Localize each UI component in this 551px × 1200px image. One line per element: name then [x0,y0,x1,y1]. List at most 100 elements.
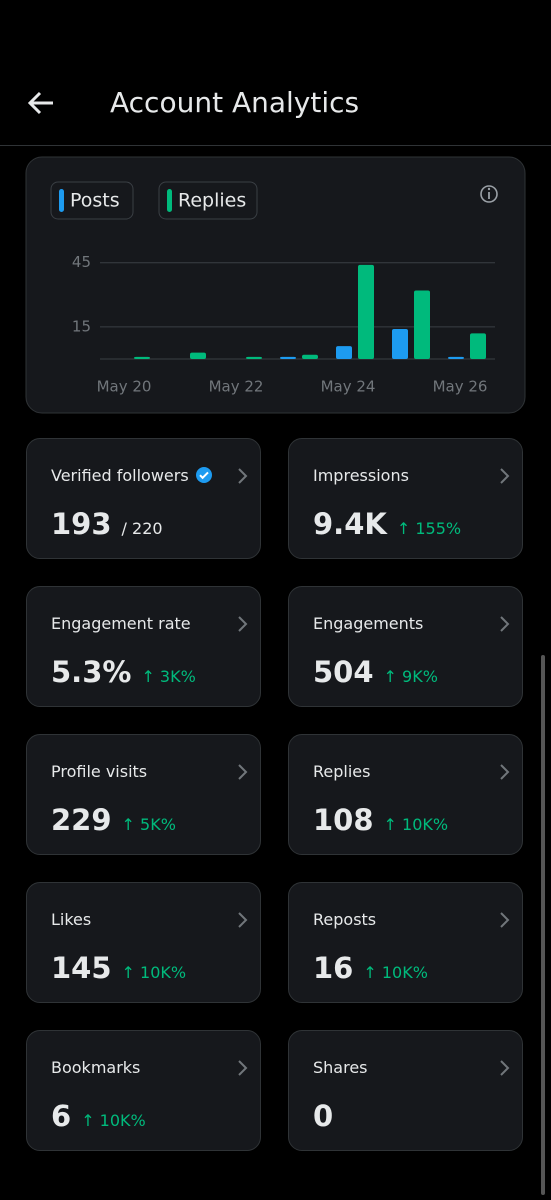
metric-change: ↑ 10K% [121,963,187,982]
bar [246,356,262,359]
metric-value-row: 145 ↑ 10K% [51,951,186,985]
legend-swatch [167,189,172,212]
metric-value-row: 229 ↑ 5K% [51,803,176,837]
metric-value-row: 193 / 220 [51,507,163,541]
y-tick-label: 45 [72,253,91,271]
metric-label-text: Bookmarks [51,1058,141,1077]
metric-change: ↑ 9K% [383,667,438,686]
metric-label-text: Likes [51,910,92,929]
metric-value: 504 [313,655,374,689]
metric-label: Verified followers [51,466,213,485]
bar [358,264,374,359]
bar [280,356,296,359]
metric-card[interactable]: Engagements 504 ↑ 9K% [288,586,523,707]
chevron [238,912,248,928]
chevron [500,616,510,632]
legend-chip [50,181,134,220]
metric-value-row: 504 ↑ 9K% [313,655,438,689]
bar [134,356,150,359]
metric-value-row: 9.4K ↑ 155% [313,507,461,541]
legend-label: Posts [70,190,120,212]
chevron [238,764,248,780]
metric-change: ↑ 10K% [363,963,428,982]
bar [414,290,430,359]
metric-label-text: Verified followers [51,466,189,485]
metric-label-text: Engagement rate [51,614,191,633]
metric-value-row: 6 ↑ 10K% [51,1099,146,1133]
metric-value-row: 5.3% ↑ 3K% [51,655,196,689]
metric-change: ↑ 10K% [81,1111,146,1130]
metric-value-row: 108 ↑ 10K% [313,803,448,837]
metric-value-row: 16 ↑ 10K% [313,951,428,985]
metric-label: Bookmarks [51,1058,140,1077]
legend-swatch [59,189,64,212]
chevron [500,764,510,780]
metric-card[interactable]: Engagement rate 5.3% ↑ 3K% [26,586,261,707]
metric-label-text: Profile visits [51,762,148,781]
metric-card[interactable]: Impressions 9.4K ↑ 155% [288,438,523,559]
metric-card[interactable]: Bookmarks 6 ↑ 10K% [26,1030,261,1151]
bar [336,346,352,359]
chevron [238,616,248,632]
info-icon[interactable] [480,185,498,203]
page-title: Account Analytics [110,86,360,119]
chevron [500,912,510,928]
chevron [500,468,510,484]
metric-value: 108 [313,803,374,837]
x-tick-label: May 24 [321,378,376,396]
metric-value: 9.4K [313,507,387,541]
metric-label: Likes [51,910,91,929]
metric-label: Impressions [313,466,409,485]
x-tick-label: May 20 [97,378,152,396]
bar [302,354,318,359]
metric-value: 16 [313,951,354,985]
metric-card[interactable]: Likes 145 ↑ 10K% [26,882,261,1003]
chevron [500,1060,510,1076]
y-tick-label: 15 [72,317,91,335]
x-tick-label: May 22 [209,378,264,396]
chevron [238,1060,248,1076]
metric-change: ↑ 10K% [383,815,449,834]
scrollbar [541,655,545,1195]
metric-card[interactable]: Profile visits 229 ↑ 5K% [26,734,261,855]
back-button[interactable] [26,88,56,118]
x-tick-label: May 26 [433,378,488,396]
metric-card[interactable]: Reposts 16 ↑ 10K% [288,882,523,1003]
metric-change: ↑ 155% [396,519,462,538]
metric-value: 145 [51,951,112,985]
chart: Posts Replies 15 45 May 20 May 22 May 24 May 26 [25,156,526,414]
metric-label: Profile visits [51,762,147,781]
legend-item[interactable]: Replies [158,181,258,220]
metric-value-row: 0 [313,1099,333,1133]
metric-value: 5.3% [51,655,132,689]
metric-label: Reposts [313,910,376,929]
metric-label-text: Shares [313,1058,368,1077]
legend-label: Replies [178,190,246,212]
legend-item[interactable]: Posts [50,181,134,220]
chevron [238,468,248,484]
metric-value: 193 [51,507,112,541]
metric-value: 0 [313,1099,334,1133]
bar [190,352,206,359]
metric-label: Engagements [313,614,423,633]
metric-label: Engagement rate [51,614,191,633]
verified-badge [195,467,212,483]
metric-card[interactable]: Replies 108 ↑ 10K% [288,734,523,855]
metric-change: ↑ 5K% [121,815,176,834]
bar [448,356,464,359]
metric-value: 6 [51,1099,72,1133]
metric-value: 229 [51,803,112,837]
bar [392,329,408,359]
metric-change: ↑ 3K% [141,667,196,686]
metric-total: / 220 [121,519,163,538]
metric-card[interactable]: Shares 0 [288,1030,523,1151]
metric-label-text: Reposts [313,910,377,929]
metric-label: Shares [313,1058,368,1077]
metric-card[interactable]: Verified followers 193 / 220 [26,438,261,559]
divider [0,145,551,146]
metric-label-text: Engagements [313,614,424,633]
metric-label: Replies [313,762,370,781]
metric-label-text: Replies [313,762,371,781]
metric-label-text: Impressions [313,466,409,485]
